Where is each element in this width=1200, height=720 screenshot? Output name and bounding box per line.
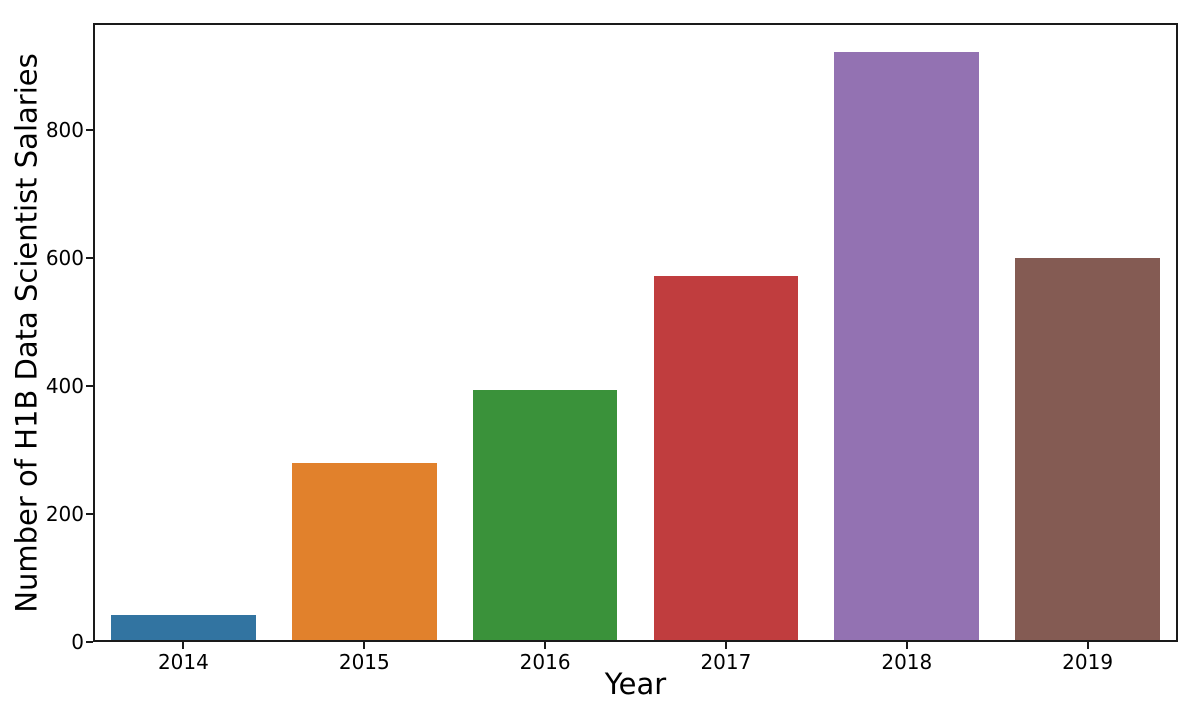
y-tick-mark-400 [86, 385, 93, 388]
y-tick-mark-800 [86, 129, 93, 132]
y-tick-mark-0 [86, 641, 93, 643]
x-tick-mark-2018 [905, 642, 908, 649]
y-tick-label-600: 600 [45, 246, 84, 271]
x-tick-mark-2016 [544, 642, 547, 649]
y-tick-label-800: 800 [45, 118, 84, 143]
bar-2016 [472, 390, 618, 642]
x-tick-label-2019: 2019 [1062, 650, 1114, 674]
y-tick-label-0: 0 [71, 630, 84, 654]
y-axis-label: Number of H1B Data Scientist Salaries [9, 52, 44, 613]
y-tick-label-200: 200 [45, 502, 84, 527]
x-tick-mark-2015 [363, 642, 366, 649]
x-axis-label: Year [604, 667, 667, 701]
x-tick-label-2018: 2018 [881, 650, 933, 674]
x-tick-mark-2017 [724, 642, 727, 649]
bar-2018 [834, 52, 980, 642]
x-tick-label-2015: 2015 [338, 650, 390, 674]
bar-2017 [653, 275, 799, 642]
x-tick-mark-2014 [182, 642, 185, 649]
x-tick-label-2016: 2016 [519, 650, 571, 674]
y-tick-mark-200 [86, 513, 93, 516]
bar-2019 [1015, 257, 1160, 642]
y-tick-mark-600 [86, 257, 93, 260]
bar-2015 [291, 463, 437, 642]
y-tick-label-400: 400 [45, 374, 84, 399]
bar-2014 [111, 615, 256, 642]
x-tick-label-2017: 2017 [700, 650, 752, 674]
x-tick-mark-2019 [1086, 642, 1089, 649]
x-tick-label-2014: 2014 [157, 650, 209, 674]
